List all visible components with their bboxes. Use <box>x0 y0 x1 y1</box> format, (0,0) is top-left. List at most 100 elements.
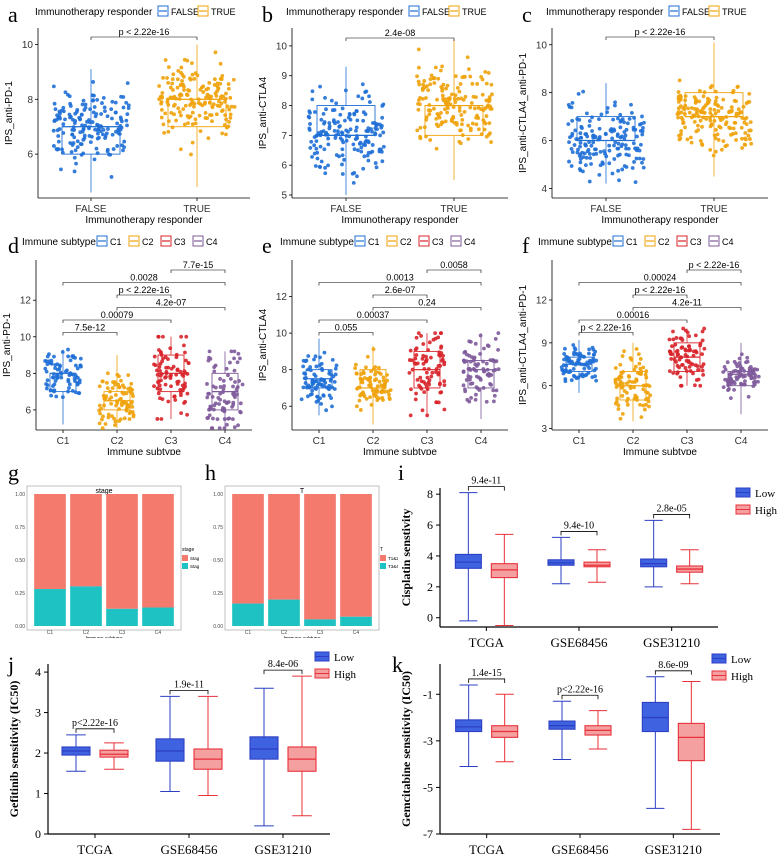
legend-title: Immune subtype <box>538 237 612 248</box>
box <box>455 719 483 733</box>
data-point <box>361 166 366 171</box>
data-point <box>113 393 118 397</box>
data-point <box>694 97 698 102</box>
data-point <box>581 155 586 160</box>
data-point <box>467 377 472 382</box>
data-point <box>420 408 425 413</box>
data-point <box>457 109 462 113</box>
data-point <box>734 138 738 142</box>
data-point <box>641 387 646 392</box>
data-point <box>44 369 49 374</box>
data-point <box>313 386 318 390</box>
data-point <box>99 112 104 116</box>
data-point <box>616 141 621 146</box>
data-point <box>83 102 88 107</box>
data-point <box>364 129 369 133</box>
data-point <box>210 105 215 110</box>
data-point <box>667 337 672 342</box>
data-point <box>192 77 197 81</box>
data-point <box>641 126 645 130</box>
data-point <box>117 385 122 390</box>
data-point <box>588 156 593 160</box>
y-axis-title: IPS_anti-CTLA4 <box>258 308 269 381</box>
pvalue-label: 2.4e-08 <box>385 28 416 38</box>
data-point <box>619 118 623 123</box>
data-point <box>432 106 436 111</box>
data-point <box>183 350 187 355</box>
data-point <box>353 362 358 367</box>
data-point <box>306 354 311 358</box>
y-tick-label: 12 <box>276 292 288 303</box>
data-point <box>753 373 758 377</box>
y-tick-label: 0.50 <box>15 558 25 564</box>
data-point <box>737 361 742 365</box>
data-point <box>671 371 676 375</box>
data-point <box>174 355 179 360</box>
data-point <box>330 404 334 409</box>
pvalue-bracket <box>426 269 482 273</box>
y-axis-title: IPS_anti-CTLA4_anti-PD-1 <box>518 285 529 405</box>
data-point <box>723 377 728 382</box>
data-point <box>124 408 129 413</box>
data-point <box>372 393 377 398</box>
data-point <box>457 105 462 110</box>
data-point <box>321 111 326 116</box>
data-point <box>646 399 651 404</box>
data-point <box>374 377 379 382</box>
data-point <box>53 107 58 112</box>
data-point <box>441 353 445 358</box>
data-point <box>91 80 95 84</box>
data-point <box>442 379 447 384</box>
data-point <box>696 114 701 119</box>
data-point <box>421 342 426 346</box>
data-point <box>97 408 102 413</box>
data-point <box>366 158 371 163</box>
data-point <box>178 387 183 392</box>
y-tick-label: 8 <box>427 487 433 501</box>
data-point <box>380 104 385 108</box>
data-point <box>352 171 357 175</box>
pvalue-bracket <box>632 307 742 311</box>
data-point <box>178 393 183 398</box>
data-point <box>183 103 188 108</box>
data-point <box>620 411 625 416</box>
data-point <box>458 141 463 146</box>
legend-label: Stag <box>190 564 200 569</box>
data-point <box>170 77 175 82</box>
data-point <box>105 380 109 385</box>
data-point <box>642 120 646 125</box>
data-point <box>461 383 466 388</box>
data-point <box>591 347 596 352</box>
data-point <box>467 67 471 72</box>
box <box>424 105 484 136</box>
data-point <box>52 354 56 359</box>
data-point <box>416 331 421 336</box>
data-point <box>496 367 501 372</box>
data-point <box>231 384 235 389</box>
data-point <box>440 357 445 362</box>
pvalue-label: 9.4e-10 <box>564 520 594 531</box>
data-point <box>725 143 729 148</box>
chart-c-responder-combo: Immunotherapy responder FALSE TRUE46810FAL… <box>518 5 768 226</box>
data-point <box>319 361 324 366</box>
data-point <box>638 122 642 127</box>
data-point <box>332 379 337 384</box>
data-point <box>310 379 315 384</box>
data-point <box>232 425 237 430</box>
data-point <box>91 98 96 103</box>
data-point <box>172 394 177 399</box>
y-tick-label: 8 <box>281 365 287 376</box>
data-point <box>693 363 698 368</box>
data-point <box>743 374 747 379</box>
data-point <box>615 132 620 137</box>
data-point <box>420 356 425 361</box>
bar-segment-upper <box>340 494 372 617</box>
data-point <box>705 101 710 106</box>
data-point <box>415 74 419 79</box>
data-point <box>44 386 49 391</box>
legend-swatch <box>182 563 188 569</box>
data-point <box>484 399 489 404</box>
data-point <box>481 386 486 390</box>
data-point <box>179 93 184 98</box>
data-point <box>727 387 731 391</box>
